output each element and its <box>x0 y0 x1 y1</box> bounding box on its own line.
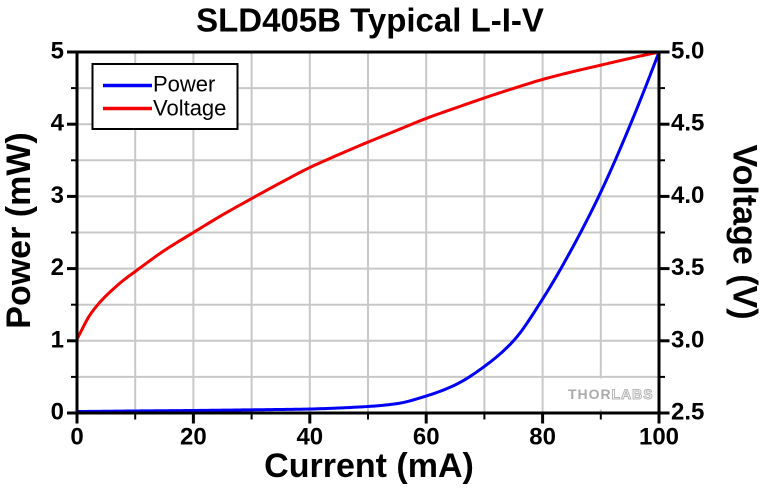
svg-text:1: 1 <box>51 326 64 353</box>
svg-text:Power (mW): Power (mW) <box>0 132 38 328</box>
svg-text:100: 100 <box>639 424 679 451</box>
svg-text:0: 0 <box>70 424 83 451</box>
svg-text:2.5: 2.5 <box>671 399 704 426</box>
svg-text:3.0: 3.0 <box>671 326 704 353</box>
svg-text:20: 20 <box>180 424 207 451</box>
svg-text:4: 4 <box>51 110 65 137</box>
svg-text:5.0: 5.0 <box>671 38 704 65</box>
svg-text:80: 80 <box>529 424 556 451</box>
svg-text:4.0: 4.0 <box>671 182 704 209</box>
svg-text:SLD405B Typical L-I-V: SLD405B Typical L-I-V <box>196 2 544 39</box>
svg-text:Voltage (V): Voltage (V) <box>726 144 764 319</box>
svg-text:LABS: LABS <box>612 386 654 402</box>
svg-text:5: 5 <box>51 38 64 65</box>
svg-text:4.5: 4.5 <box>671 110 704 137</box>
svg-text:Voltage: Voltage <box>153 95 226 120</box>
svg-text:2: 2 <box>51 254 64 281</box>
svg-text:Current (mA): Current (mA) <box>264 447 474 485</box>
svg-text:3.5: 3.5 <box>671 254 704 281</box>
svg-text:40: 40 <box>296 424 323 451</box>
svg-text:THOR: THOR <box>568 386 612 402</box>
svg-text:60: 60 <box>413 424 440 451</box>
svg-text:Power: Power <box>153 72 215 97</box>
svg-text:0: 0 <box>51 399 64 426</box>
svg-text:3: 3 <box>51 182 64 209</box>
